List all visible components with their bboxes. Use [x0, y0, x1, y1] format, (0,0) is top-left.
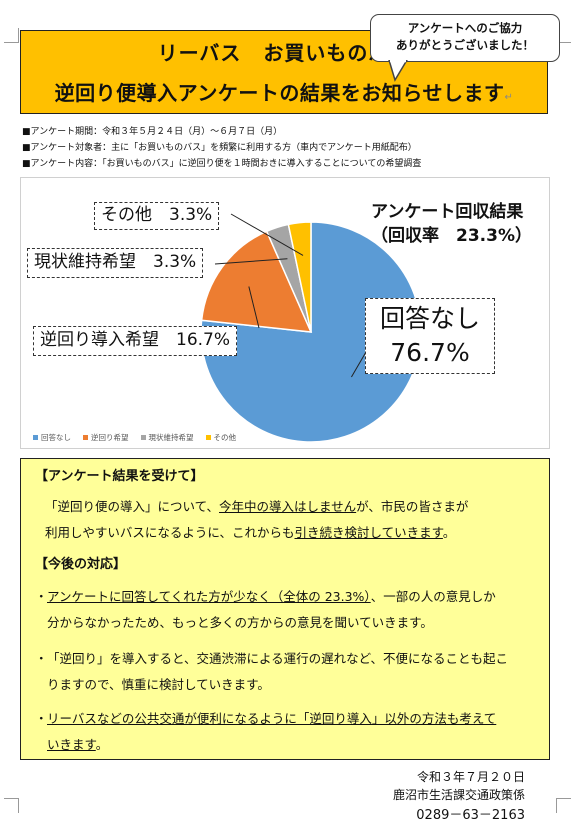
chart-title-line1: アンケート回収結果	[371, 202, 524, 222]
callout-line1: アンケートへのご協力	[407, 21, 523, 35]
data-label-want: 逆回り導入希望 16.7%	[33, 326, 238, 356]
notice-p1-underlined: 今年中の導入はしません	[219, 499, 357, 514]
survey-content: ■アンケート内容：「お買いものバス」に逆回り便を１時間おきに導入することについて…	[22, 159, 422, 169]
notice-paragraph-1: 「逆回り便の導入」について、今年中の導入はしませんが、市民の皆さまが	[45, 497, 535, 516]
survey-target: ■アンケート対象者：主に「お買いものバス」を頻繁に利用する方（車内でアンケート用…	[22, 143, 417, 153]
callout-line2: ありがとうございました！	[396, 38, 534, 52]
bullet-2-cont: りますので、慎重に検討していきます。	[47, 677, 270, 692]
thanks-callout: アンケートへのご協力 ありがとうございました！	[370, 14, 560, 62]
issue-date: 令和３年７月２０日	[416, 770, 525, 784]
notice-heading-actions: 【今後の対応】	[35, 557, 127, 572]
notice-p2-text-b: 。	[442, 525, 456, 540]
notice-p1-text-a: 「逆回り便の導入」について、	[45, 499, 220, 514]
bullet-3-underlined: リーバスなどの公共交通が便利になるように「逆回り導入」以外の方法も考えて	[47, 711, 497, 726]
leader-line-3	[230, 213, 304, 256]
bullet-3: ・リーバスなどの公共交通が便利になるように「逆回り導入」以外の方法も考えて	[35, 709, 539, 728]
chart-legend: 回答なし 逆回り希望 現状維持希望 その他	[33, 432, 236, 443]
bullet-1: ・アンケートに回答してくれた方が少なく（全体の 23.3%）、一部の人の意見しか	[35, 587, 539, 606]
banner-title-line2: 逆回り便導入アンケートの結果をお知らせします↵	[54, 81, 514, 105]
crop-mark-bottom-left	[4, 798, 19, 813]
data-label-keep: 現状維持希望 3.3%	[27, 248, 204, 278]
legend-item-1: 逆回り希望	[83, 432, 129, 443]
legend-swatch-icon	[83, 435, 88, 440]
leader-line-1	[248, 286, 260, 329]
bullet-dot-icon: ・	[35, 651, 48, 666]
pie-chart-svg	[200, 213, 422, 443]
crop-mark-top-left	[4, 28, 19, 43]
survey-period: ■アンケート期間：令和３年５月２４日（月）～６月７日（月）	[22, 127, 283, 137]
contact-phone: 0289－63－2163	[416, 808, 525, 823]
bullet-2: ・「逆回り」を導入すると、交通渋滞による運行の遅れなど、不便になることも起こ	[35, 649, 539, 668]
notice-paragraph-2: 利用しやすいバスになるように、これからも引き続き検討していきます。	[45, 523, 535, 542]
notice-p2-underlined: 引き続き検討していきます	[294, 525, 443, 540]
bullet-2-text: 「逆回り」を導入すると、交通渋滞による運行の遅れなど、不便になることも起こ	[47, 651, 509, 666]
notice-p1-text-b: が、市民の皆さまが	[356, 499, 469, 514]
legend-label: 逆回り希望	[91, 433, 129, 442]
legend-label: 回答なし	[41, 433, 71, 442]
legend-item-2: 現状維持希望	[140, 432, 194, 443]
pie-chart: アンケート回収結果 （回収率 23.3%） その他 3.3% 現状維持希望 3.…	[20, 177, 550, 449]
data-label-other: その他 3.3%	[94, 202, 220, 230]
bullet-3-cont-underlined: いきます	[47, 737, 96, 752]
result-notice-box: 【アンケート結果を受けて】 「逆回り便の導入」について、今年中の導入はしませんが…	[20, 458, 550, 760]
bullet-1-underlined: アンケートに回答してくれた方が少なく（全体の 23.3%）	[47, 589, 371, 604]
bullet-3-cont-text: 。	[95, 737, 109, 752]
callout-tail-icon	[388, 60, 408, 82]
bullet-dot-icon: ・	[35, 589, 48, 604]
legend-item-3: その他	[205, 432, 237, 443]
chart-title-line2: （回収率 23.3%）	[371, 226, 532, 246]
legend-item-0: 回答なし	[33, 432, 71, 443]
bullet-1-text: 、一部の人の意見しか	[370, 589, 496, 604]
legend-swatch-icon	[33, 435, 38, 440]
legend-label: その他	[213, 433, 237, 442]
bullet-dot-icon: ・	[35, 711, 48, 726]
pie-slice-1	[200, 230, 313, 333]
pie-slice-3	[287, 221, 312, 333]
banner-subtitle: 逆回り便導入アンケートの結果をお知らせします	[54, 81, 505, 105]
data-label-no-answer: 回答なし 76.7%	[365, 298, 495, 374]
legend-swatch-icon	[140, 435, 146, 440]
legend-label: 現状維持希望	[148, 433, 194, 442]
chart-title: アンケート回収結果 （回収率 23.3%）	[371, 200, 532, 248]
notice-heading-results: 【アンケート結果を受けて】	[35, 469, 204, 484]
banner-title-left: リーバス	[157, 41, 242, 65]
data-label-no-answer-value: 76.7%	[390, 338, 470, 367]
data-label-no-answer-name: 回答なし	[379, 304, 480, 333]
bullet-1-cont: 分からなかったため、もっと多くの方からの意見を聞いていきます。	[47, 615, 433, 630]
crop-mark-bottom-right	[556, 798, 571, 813]
bullet-3-cont: いきます。	[47, 735, 539, 754]
title-banner: リーバス お買いものバス 逆回り便導入アンケートの結果をお知らせします↵	[20, 30, 548, 114]
notice-p2-text-a: 利用しやすいバスになるように、これからも	[45, 525, 295, 540]
legend-swatch-icon	[205, 435, 211, 440]
issuing-department: 鹿沼市生活課交通政策係	[392, 788, 525, 802]
leader-line-2	[214, 258, 288, 265]
